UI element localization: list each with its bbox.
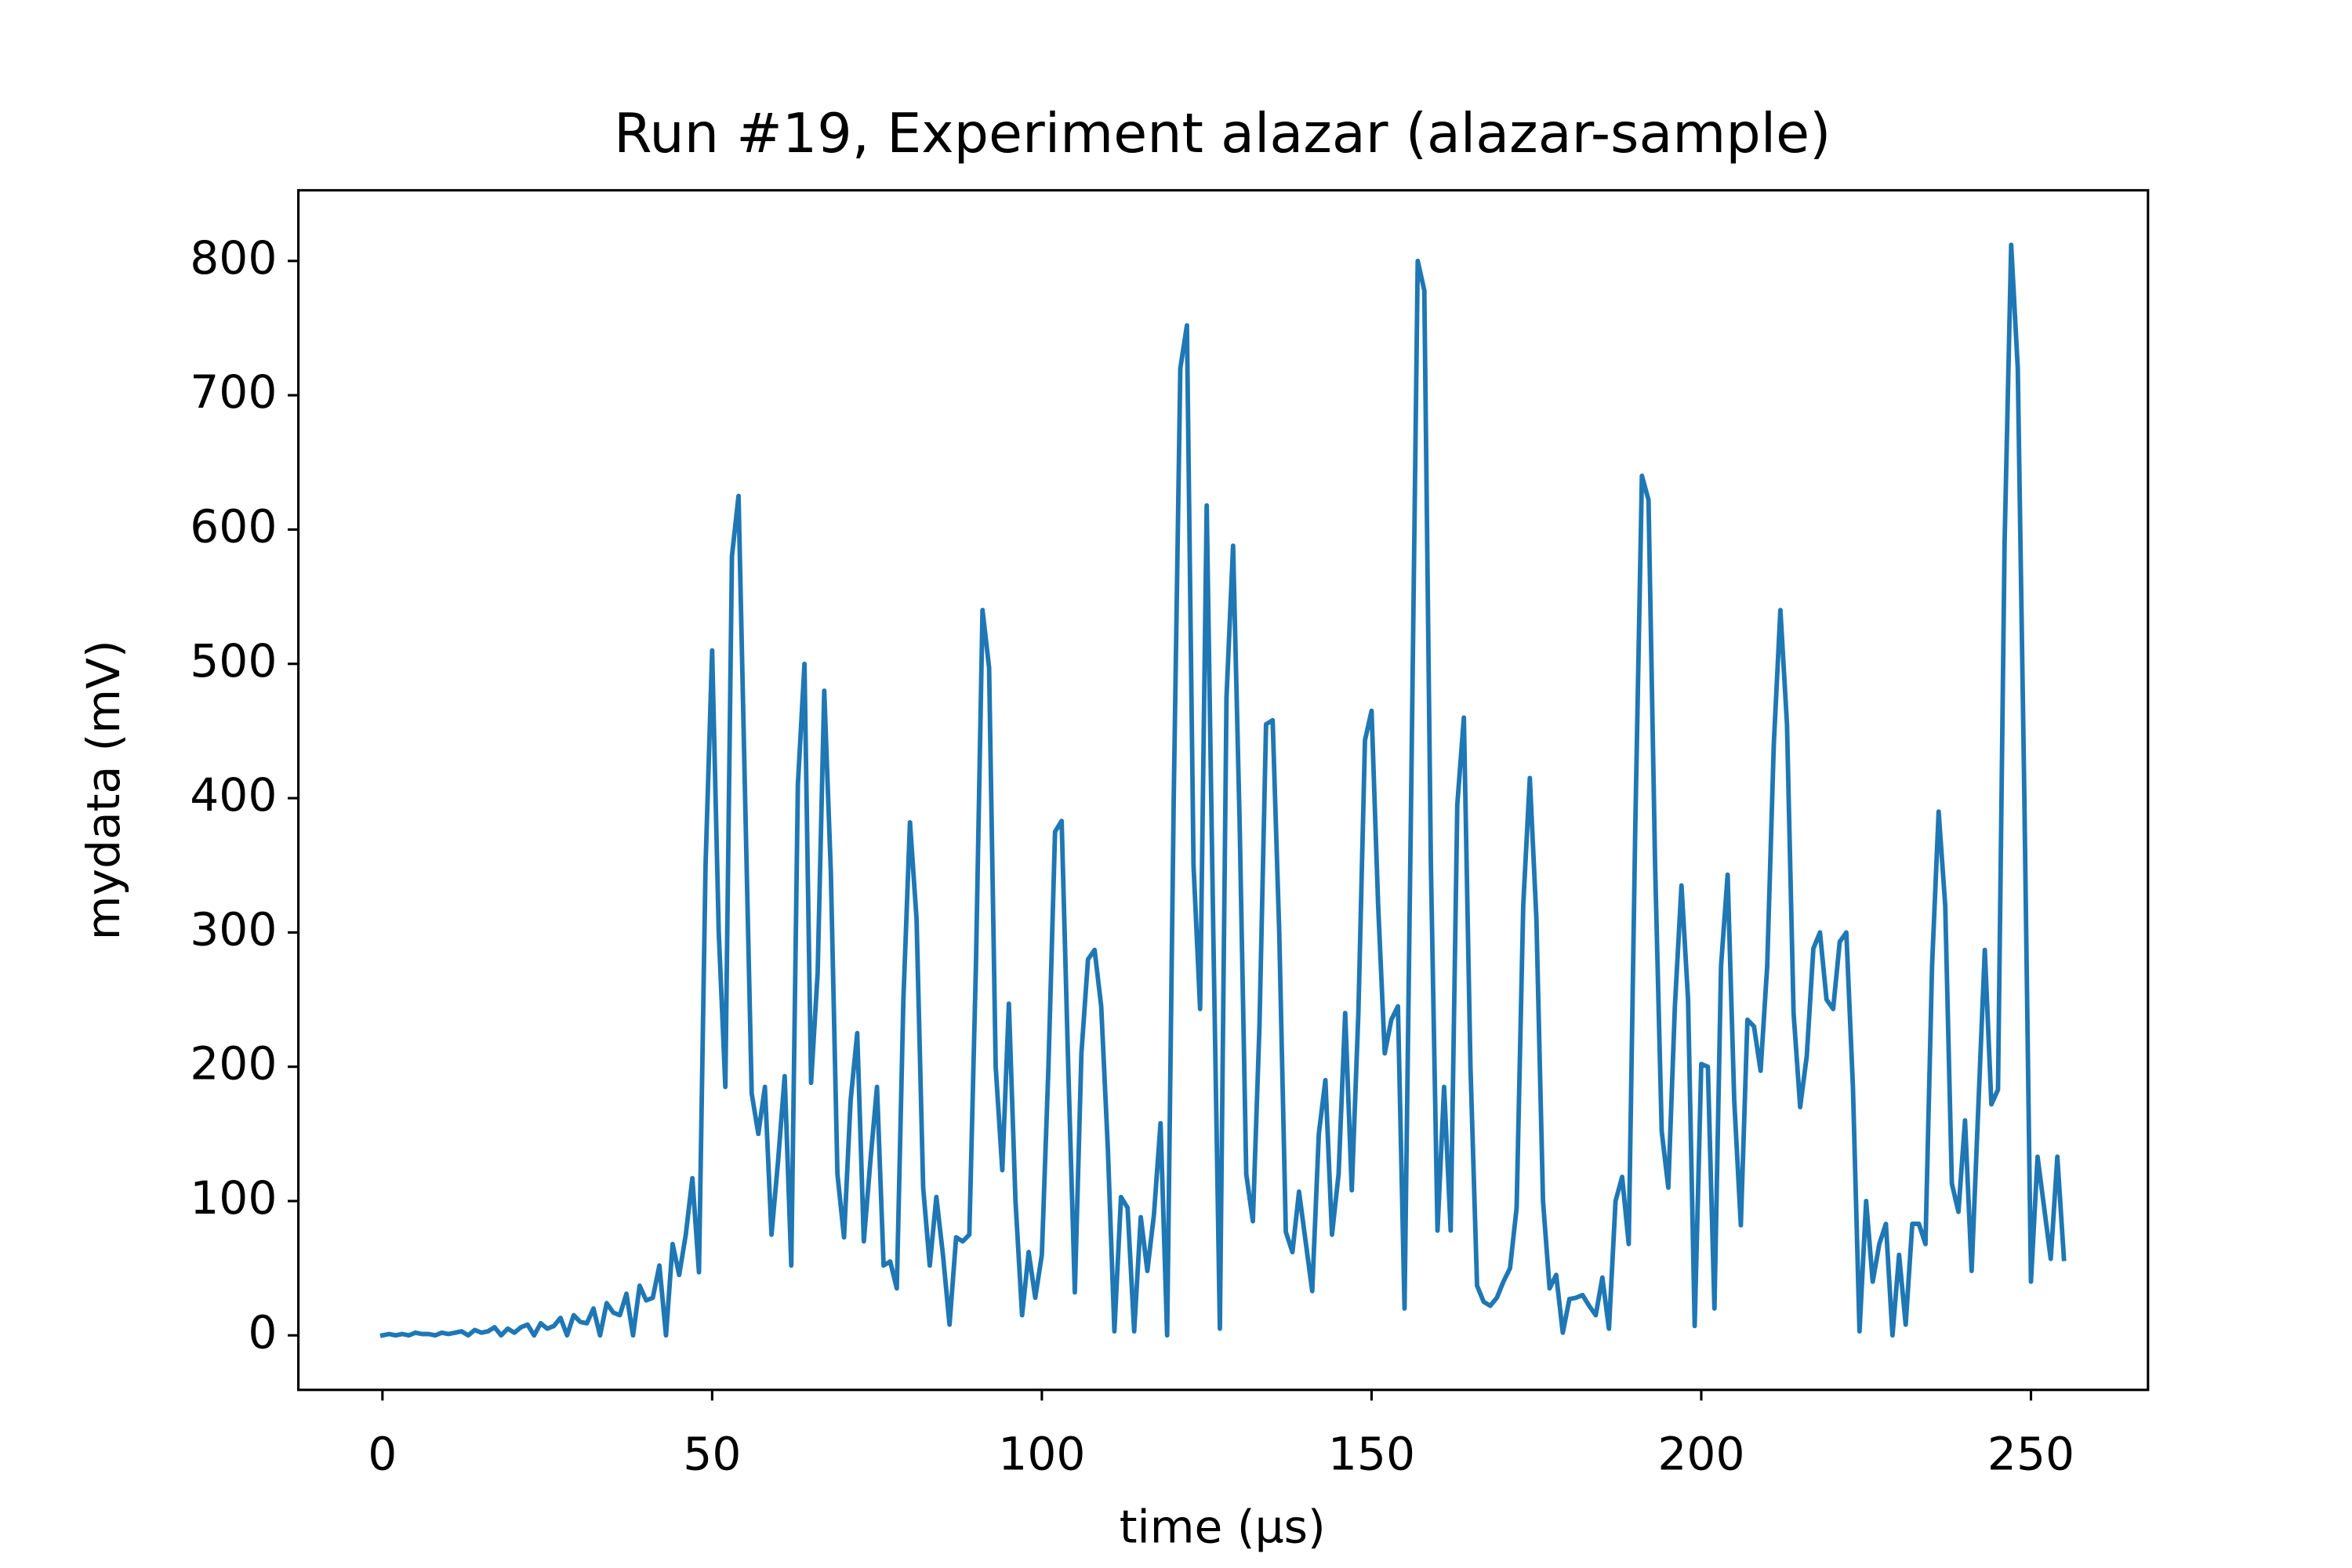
y-axis-label: mydata (mV) xyxy=(77,640,130,940)
x-tick-label: 250 xyxy=(1987,1427,2074,1480)
x-axis-label: time (µs) xyxy=(1120,1501,1326,1554)
y-tick-label: 100 xyxy=(190,1171,277,1225)
y-tick-label: 400 xyxy=(190,768,277,822)
plot-frame xyxy=(297,189,2150,1392)
data-line xyxy=(379,242,2067,1338)
chart-title: Run #19, Experiment alazar (alazar-sampl… xyxy=(614,102,1831,165)
y-tick-label: 700 xyxy=(190,365,277,419)
y-tick-label: 200 xyxy=(190,1037,277,1091)
x-tick-label: 50 xyxy=(683,1427,741,1480)
x-tick-label: 100 xyxy=(998,1427,1085,1480)
y-tick-label: 300 xyxy=(190,902,277,956)
y-tick-label: 600 xyxy=(190,500,277,554)
x-tick-label: 200 xyxy=(1657,1427,1744,1480)
x-tick-label: 150 xyxy=(1328,1427,1415,1480)
y-tick-label: 0 xyxy=(248,1305,277,1359)
x-tick-label: 0 xyxy=(368,1427,397,1480)
y-tick-label: 800 xyxy=(190,231,277,285)
y-tick-label: 500 xyxy=(190,634,277,688)
